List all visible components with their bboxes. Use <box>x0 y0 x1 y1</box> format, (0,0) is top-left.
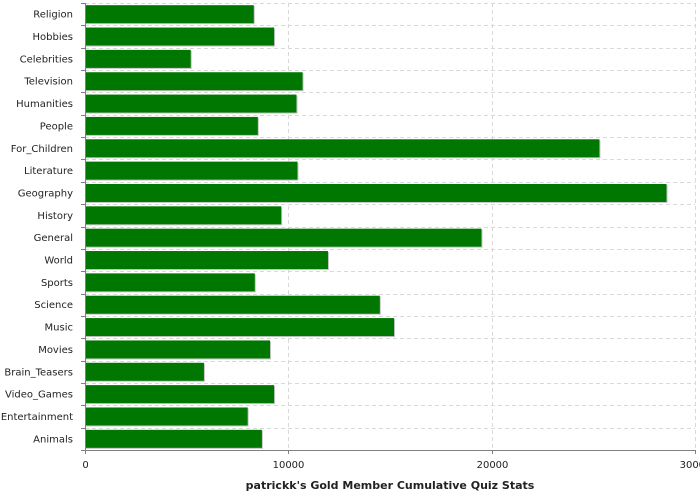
x-tick-label: 30000 <box>680 460 700 471</box>
bar-humanities <box>85 94 297 113</box>
bar-hobbies <box>85 27 275 46</box>
x-tick-label: 10000 <box>273 460 305 471</box>
bar-history <box>85 206 282 225</box>
x-axis: 0 10000 20000 30000 <box>81 3 700 471</box>
grid <box>85 3 696 451</box>
bar-religion <box>85 5 254 24</box>
category-label: For_Children <box>11 144 73 155</box>
category-label: Hobbies <box>33 32 73 43</box>
category-label: Entertainment <box>1 412 73 423</box>
bar-literature <box>85 161 298 180</box>
bar-television <box>85 72 303 91</box>
x-tick-label: 20000 <box>477 460 509 471</box>
category-label: Geography <box>18 188 73 199</box>
category-label: General <box>34 233 73 244</box>
x-tick-label: 0 <box>82 460 88 471</box>
bar-science <box>85 295 380 314</box>
bar-world <box>85 251 328 270</box>
category-label: Celebrities <box>20 54 73 65</box>
category-label: Movies <box>38 345 73 356</box>
category-label: Brain_Teasers <box>4 367 73 378</box>
bar-people <box>85 116 258 135</box>
category-label: Music <box>45 323 73 334</box>
category-label: Religion <box>33 10 73 21</box>
category-label: Literature <box>24 166 73 177</box>
bar-for-children <box>85 139 600 158</box>
bar-entertainment <box>85 407 248 426</box>
category-label: World <box>44 256 73 267</box>
bar-video-games <box>85 385 275 404</box>
bar-brain-teasers <box>85 362 204 381</box>
category-label: People <box>40 121 73 132</box>
category-label: Television <box>23 77 73 88</box>
category-label: Humanities <box>16 99 73 110</box>
bars <box>85 5 668 449</box>
bar-geography <box>85 183 667 202</box>
category-label: Science <box>34 300 73 311</box>
category-label: History <box>37 211 73 222</box>
bar-general <box>85 228 482 247</box>
category-label: Sports <box>41 278 73 289</box>
category-label: Animals <box>33 434 73 445</box>
bar-movies <box>85 340 271 359</box>
bar-celebrities <box>85 49 191 68</box>
category-labels: Religion Hobbies Celebrities Television Huma… <box>1 10 73 446</box>
bar-music <box>85 318 395 337</box>
category-label: Video_Games <box>5 390 73 401</box>
x-axis-title: patrickk's Gold Member Cumulative Quiz S… <box>246 479 535 492</box>
bar-sports <box>85 273 255 292</box>
bar-animals <box>85 429 262 448</box>
